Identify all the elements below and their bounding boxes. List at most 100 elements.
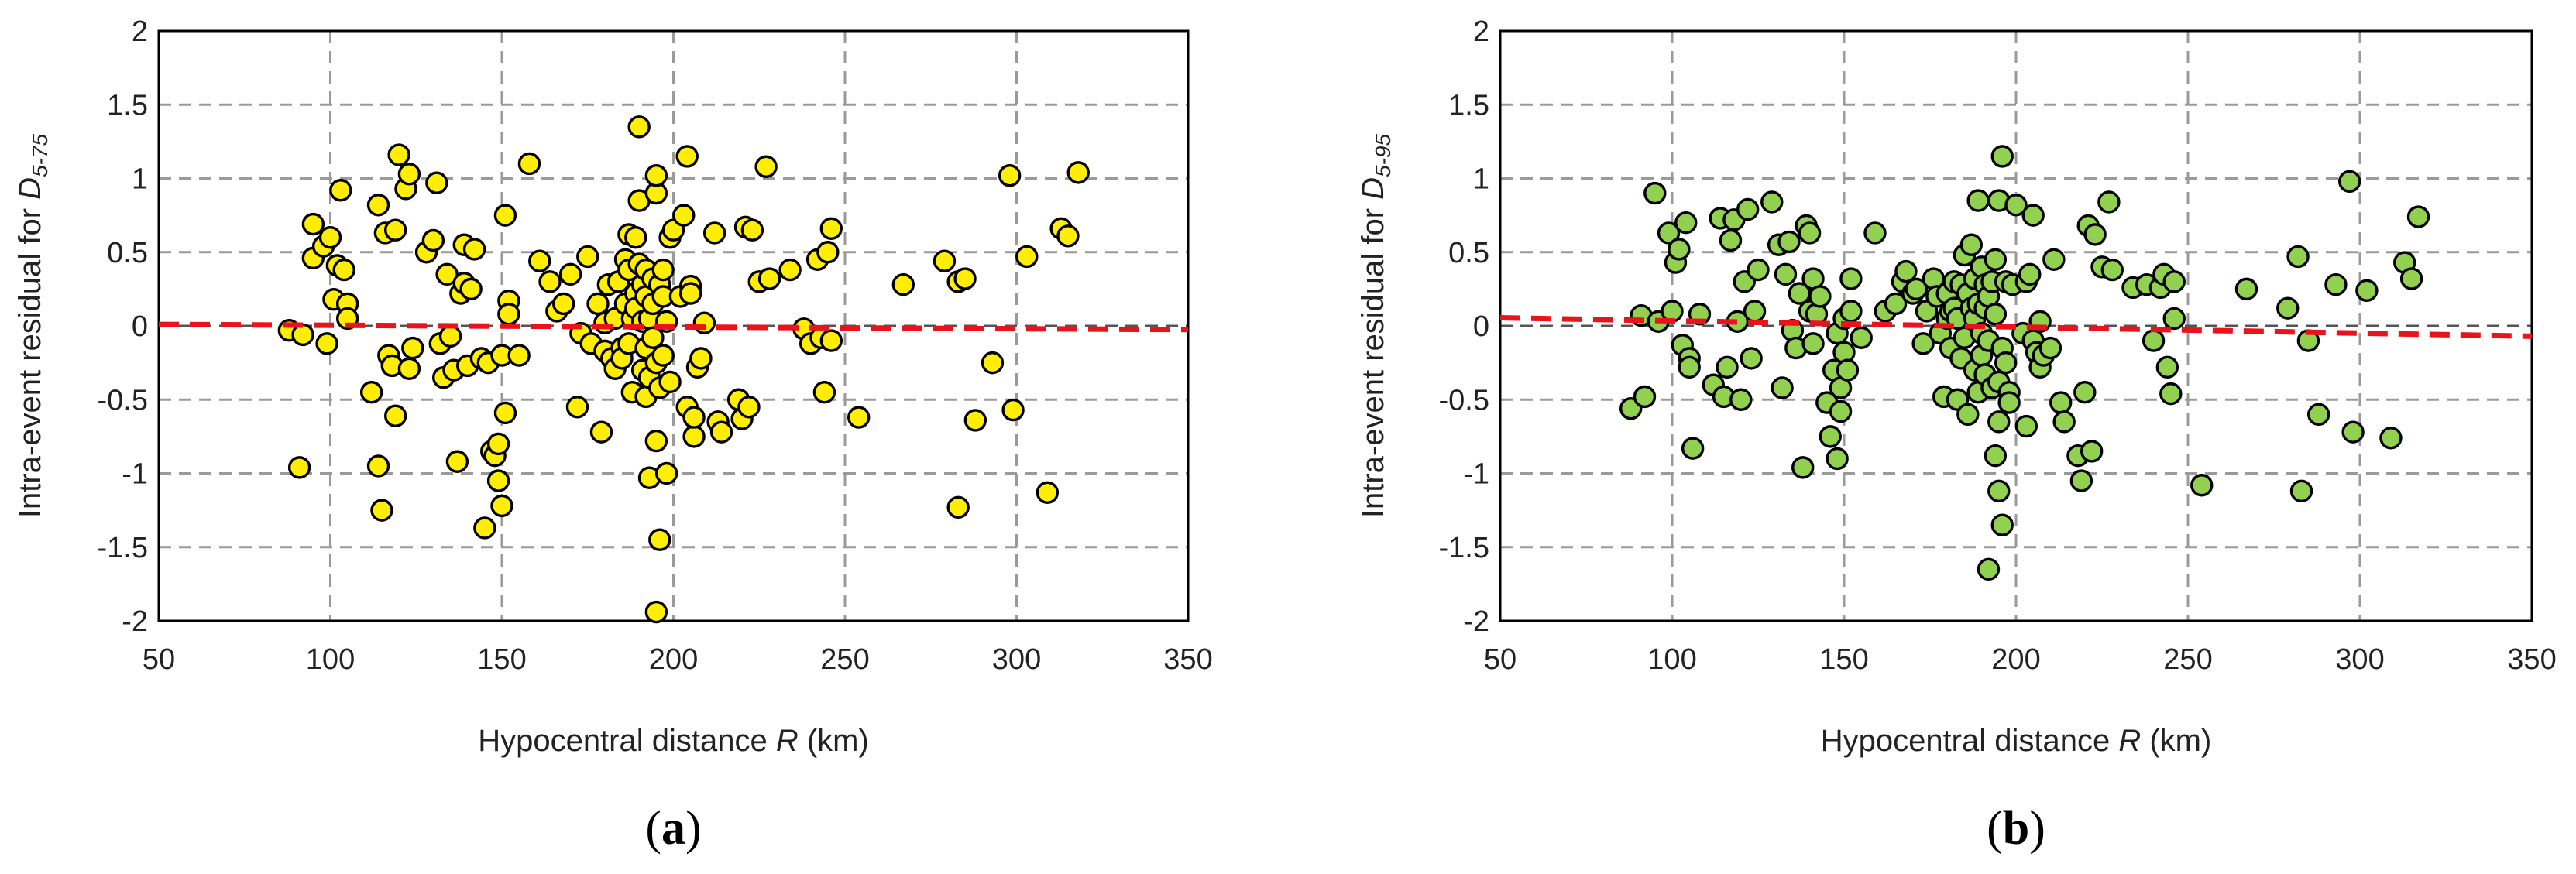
data-point [2337, 170, 2361, 194]
y-tick-label: -2 [122, 605, 148, 638]
data-point [2097, 190, 2121, 214]
data-point [366, 194, 390, 217]
y-tick-label: 1.5 [107, 89, 148, 122]
data-point [473, 516, 496, 540]
data-point [445, 450, 469, 473]
data-point [2049, 391, 2073, 414]
data-point [558, 262, 582, 286]
x-tick-label: 100 [306, 643, 355, 676]
data-point [2073, 381, 2097, 404]
data-point [486, 432, 510, 456]
data-point [1633, 385, 1657, 409]
data-point [2355, 279, 2379, 302]
y-tick-label: 2 [132, 15, 148, 48]
data-point [778, 258, 802, 282]
data-point [2341, 420, 2365, 444]
data-point [2289, 479, 2313, 503]
data-point [1066, 161, 1090, 184]
data-point [1997, 391, 2021, 414]
data-point [486, 469, 510, 492]
data-point [1987, 479, 2011, 503]
data-point [1984, 444, 2008, 468]
data-point [1643, 181, 1667, 205]
y-tick-label: 1 [132, 163, 148, 196]
x-tick-label: 200 [1991, 643, 2040, 676]
data-point [1819, 425, 1842, 448]
y-axis-title: Intra-event residual for D5-75 [13, 133, 52, 518]
data-point [702, 221, 726, 245]
data-point [757, 267, 781, 290]
data-point [2307, 403, 2330, 426]
data-point [1850, 326, 1873, 349]
data-point [1990, 145, 2014, 168]
y-tick-label: -2 [1463, 605, 1489, 638]
data-point [1774, 262, 1798, 286]
data-point [819, 329, 843, 352]
data-point [1984, 303, 2008, 326]
data-point [1747, 258, 1770, 282]
data-point [576, 245, 599, 269]
data-point [1036, 481, 1060, 504]
data-point [627, 115, 651, 139]
data-point [678, 282, 702, 305]
data-point [1743, 300, 1767, 323]
data-point [493, 204, 517, 227]
y-tick-label: -1.5 [98, 532, 148, 564]
data-point [658, 370, 682, 394]
data-point [2159, 382, 2183, 406]
data-point [812, 381, 836, 404]
data-point [1977, 557, 2001, 581]
data-point [2190, 474, 2214, 497]
data-point [586, 292, 610, 316]
data-point [370, 499, 393, 522]
data-point [2234, 277, 2258, 301]
data-point [301, 212, 325, 236]
data-point [1674, 211, 1698, 235]
data-point [1771, 376, 1794, 399]
data-point [953, 267, 977, 290]
data-point [287, 456, 311, 479]
data-point [1657, 221, 1681, 245]
data-point [1736, 197, 1760, 221]
plot-frame [1499, 29, 2533, 622]
data-point [648, 528, 671, 551]
data-point [2069, 469, 2093, 492]
data-point [651, 344, 675, 367]
data-point [517, 152, 541, 176]
x-tick-label: 100 [1647, 643, 1696, 676]
data-point [291, 323, 314, 347]
data-point [1829, 399, 1853, 423]
data-point [397, 163, 421, 186]
data-point [1826, 447, 1849, 471]
data-point [946, 495, 970, 519]
data-point [1966, 189, 1990, 212]
data-point [528, 249, 551, 272]
panel-label: (b) [1987, 802, 2045, 855]
data-point [2080, 440, 2104, 463]
x-tick-label: 150 [1819, 643, 1868, 676]
data-point [1990, 513, 2014, 536]
data-point [1959, 233, 1983, 256]
y-axis-title: Intra-event residual for D5-95 [1356, 133, 1395, 518]
data-point [2083, 223, 2107, 246]
data-point [315, 332, 338, 355]
data-point [1015, 245, 1039, 269]
x-tick-label: 50 [1484, 643, 1516, 676]
x-tick-label: 50 [143, 643, 175, 676]
data-point [692, 311, 716, 334]
data-point [1836, 358, 1860, 382]
data-point [1719, 228, 1743, 252]
data-point [740, 218, 764, 242]
data-point [1863, 221, 1887, 245]
data-point [2100, 258, 2124, 282]
data-point [493, 401, 517, 425]
data-point [2042, 248, 2066, 271]
data-point [421, 228, 445, 252]
y-tick-label: 0 [132, 310, 148, 343]
data-point [754, 155, 778, 178]
data-point [2162, 307, 2186, 331]
data-point [654, 461, 678, 485]
data-point [641, 326, 665, 349]
data-point [644, 163, 668, 187]
